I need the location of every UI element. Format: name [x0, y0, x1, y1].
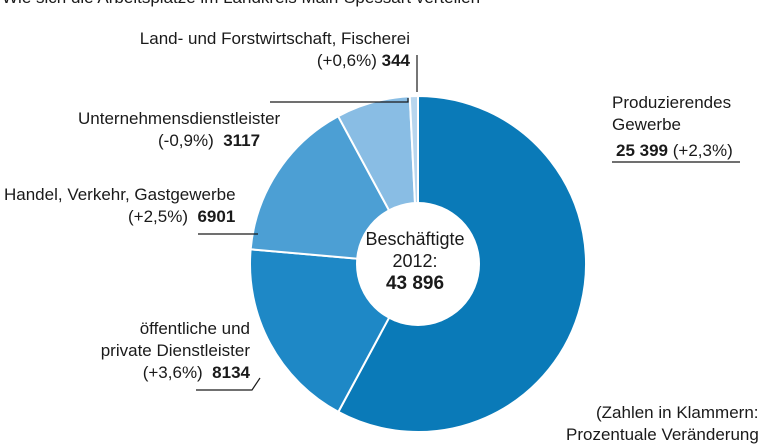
label-oeffentliche-line1: öffentliche und [139, 319, 250, 338]
chart-title: Wie sich die Arbeitsplätze im Landkreis … [2, 0, 480, 8]
label-land-name: Land- und Forstwirtschaft, Fischerei [139, 29, 410, 48]
label-unternehmens-value: 3117 [223, 131, 261, 150]
label-unternehmens-change: (-0,9%) [158, 131, 214, 150]
label-handel-values: (+2,5%) 6901 [4, 206, 236, 228]
label-handel-change: (+2,5%) [128, 207, 188, 226]
footnote-line1: (Zahlen in Klammern: [596, 403, 759, 422]
label-unternehmens-name: Unternehmensdienstleister [78, 109, 281, 128]
label-produzierendes-value: 25 399 [616, 141, 668, 160]
center-label: Beschäftigte 2012: 43 896 [340, 228, 490, 295]
label-land-value: 344 [381, 51, 410, 70]
center-hole [356, 202, 480, 326]
center-line2: 2012: [392, 251, 438, 271]
pie-chart [196, 55, 740, 432]
label-handel-name: Handel, Verkehr, Gastgewerbe [4, 185, 236, 204]
label-produzierendes-values: 25 399 (+2,3%) [616, 140, 733, 162]
label-oeffentliche: öffentliche und private Dienstleister (+… [100, 318, 250, 384]
label-oeffentliche-values: (+3,6%) 8134 [100, 362, 250, 384]
label-land-change: (+0,6%) [316, 51, 377, 70]
label-unternehmens-values: (-0,9%) 3117 [78, 130, 280, 152]
label-produzierendes-line2: Gewerbe [612, 115, 681, 134]
footnote-line2: Prozentuale Veränderung [566, 425, 759, 444]
label-handel-value: 6901 [197, 207, 236, 226]
label-land-values: (+0,6%) 344 [115, 50, 410, 72]
label-produzierendes-change: (+2,3%) [672, 141, 733, 160]
leader-lines [196, 55, 740, 391]
label-oeffentliche-value: 8134 [212, 363, 250, 382]
center-line1: Beschäftigte [365, 229, 465, 249]
leader-oeffentliche [196, 377, 261, 391]
leader-unternehmens [270, 98, 409, 103]
footnote: (Zahlen in Klammern: Prozentuale Verände… [566, 402, 759, 446]
label-oeffentliche-change: (+3,6%) [142, 363, 203, 382]
label-oeffentliche-line2: private Dienstleister [100, 341, 250, 360]
label-land: Land- und Forstwirtschaft, Fischerei (+0… [115, 28, 410, 72]
label-handel: Handel, Verkehr, Gastgewerbe (+2,5%) 690… [4, 184, 236, 228]
label-unternehmens: Unternehmensdienstleister (-0,9%) 3117 [78, 108, 280, 152]
center-total: 43 896 [385, 273, 445, 294]
label-produzierendes: Produzierendes Gewerbe [612, 92, 731, 136]
label-produzierendes-line1: Produzierendes [612, 93, 732, 112]
